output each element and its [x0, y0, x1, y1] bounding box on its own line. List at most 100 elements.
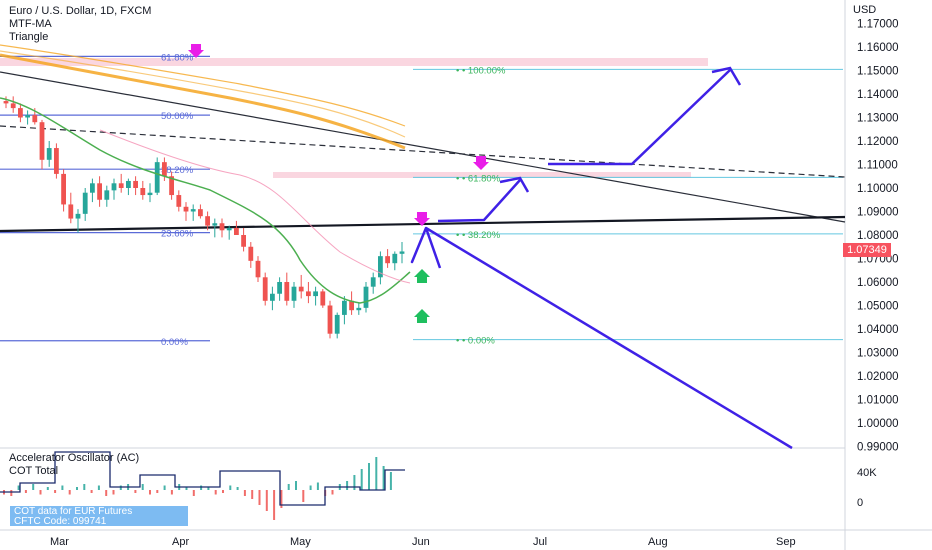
- fib-label-right: • • 61.80%: [456, 173, 501, 184]
- cot-info-line1: COT data for EUR Futures: [14, 506, 133, 517]
- candle-body: [306, 291, 311, 297]
- candle-body: [176, 195, 182, 207]
- candle-body: [140, 188, 146, 196]
- candle-body: [198, 209, 203, 217]
- fib-label-left: 23.60%: [161, 229, 194, 240]
- trendline-descending: [0, 71, 846, 223]
- candle-body: [162, 162, 167, 177]
- candle-body: [313, 291, 318, 297]
- candle-body: [133, 180, 138, 188]
- osc-bar: [280, 490, 283, 508]
- osc-bar: [207, 487, 210, 490]
- candle-body: [378, 256, 383, 278]
- time-label: Aug: [648, 536, 668, 548]
- cot-info-line2: CFTC Code: 099741: [14, 516, 107, 527]
- osc-bar: [200, 485, 203, 490]
- candle-body: [385, 256, 390, 264]
- marker-down-icon: [414, 212, 430, 226]
- osc-bar: [302, 490, 305, 502]
- osc-bar: [389, 472, 392, 490]
- price-tick: 1.09000: [857, 207, 899, 219]
- marker-down-icon: [473, 156, 489, 170]
- candle-body: [212, 223, 218, 226]
- fib-label-right: • • 38.20%: [456, 230, 501, 241]
- candle-body: [190, 209, 196, 212]
- osc-bar: [10, 490, 13, 496]
- osc-bar: [295, 481, 297, 490]
- candle-body: [298, 286, 304, 292]
- osc-bar: [287, 484, 290, 490]
- current-price-label: 1.07349: [843, 243, 891, 257]
- osc-bar: [192, 490, 195, 496]
- fib-zone-top: [0, 58, 708, 66]
- candle-body: [356, 307, 362, 311]
- candle-body: [75, 213, 81, 219]
- candle-body: [25, 115, 30, 118]
- candle-body: [349, 300, 354, 311]
- candle-body: [334, 314, 340, 334]
- candle-body: [32, 115, 38, 123]
- candle-body: [3, 101, 9, 104]
- candle-body: [370, 277, 376, 287]
- osc-bar: [273, 490, 276, 520]
- osc-bar: [83, 484, 86, 490]
- price-tick: 1.04000: [857, 324, 899, 336]
- candle-body: [54, 148, 59, 174]
- osc-bar: [46, 487, 49, 490]
- candle-body: [327, 305, 333, 334]
- time-label: May: [290, 536, 311, 548]
- osc-bar: [24, 490, 27, 493]
- cot-info-box: COT data for EUR Futures CFTC Code: 0997…: [10, 506, 188, 527]
- candle-body: [234, 227, 239, 235]
- osc-bar: [61, 485, 64, 490]
- candle-body: [248, 246, 254, 261]
- price-tick: 1.16000: [857, 42, 899, 54]
- fib-zone-mid: [273, 172, 691, 178]
- indicator-triangle[interactable]: Triangle: [9, 31, 49, 43]
- fib-label-left: 0.00%: [161, 337, 188, 348]
- osc-bar: [375, 457, 378, 490]
- time-label: Apr: [172, 536, 189, 548]
- candle-body: [82, 192, 88, 214]
- candle-body: [277, 282, 282, 294]
- candle-body: [68, 204, 74, 219]
- osc-bar: [346, 481, 349, 490]
- osc-bar: [90, 490, 93, 493]
- osc-bar: [39, 490, 42, 495]
- candle-body: [291, 286, 297, 301]
- price-tick: 1.08000: [857, 230, 899, 242]
- candle-body: [392, 253, 398, 264]
- candle-body: [147, 192, 153, 196]
- price-tick: 1.14000: [857, 89, 899, 101]
- price-tick: 1.02000: [857, 371, 899, 383]
- osc-bar: [309, 485, 312, 490]
- candle-body: [39, 122, 45, 160]
- osc-bar: [76, 487, 78, 490]
- osc-bar: [222, 490, 224, 493]
- price-tick: 1.01000: [857, 395, 899, 407]
- candle-body: [270, 293, 275, 301]
- price-tick: 1.06000: [857, 277, 899, 289]
- price-tick: 1.03000: [857, 348, 899, 360]
- candle-body: [46, 148, 52, 160]
- candle-body: [241, 235, 246, 247]
- osc-bar: [119, 485, 122, 490]
- projection-arrow-mid: [499, 176, 530, 193]
- osc-bar: [229, 485, 232, 490]
- time-label: Mar: [50, 536, 69, 548]
- marker-down-icon: [188, 44, 204, 58]
- candle-body: [205, 216, 210, 226]
- indicator-mtf-ma[interactable]: MTF-MA: [9, 18, 52, 30]
- osc-bar: [170, 490, 173, 495]
- osc-bar: [316, 482, 319, 490]
- candle-body: [219, 223, 225, 231]
- oscillator-title[interactable]: Accelerator Oscillator (AC): [9, 452, 140, 464]
- ma-orange-3: [0, 50, 406, 138]
- osc-bar: [382, 466, 385, 490]
- osc-bar: [112, 490, 115, 495]
- symbol-title: Euro / U.S. Dollar, 1D, FXCM: [9, 5, 152, 17]
- osc-bar: [105, 490, 108, 496]
- cot-total-label[interactable]: COT Total: [9, 465, 59, 477]
- osc-bar: [353, 475, 356, 490]
